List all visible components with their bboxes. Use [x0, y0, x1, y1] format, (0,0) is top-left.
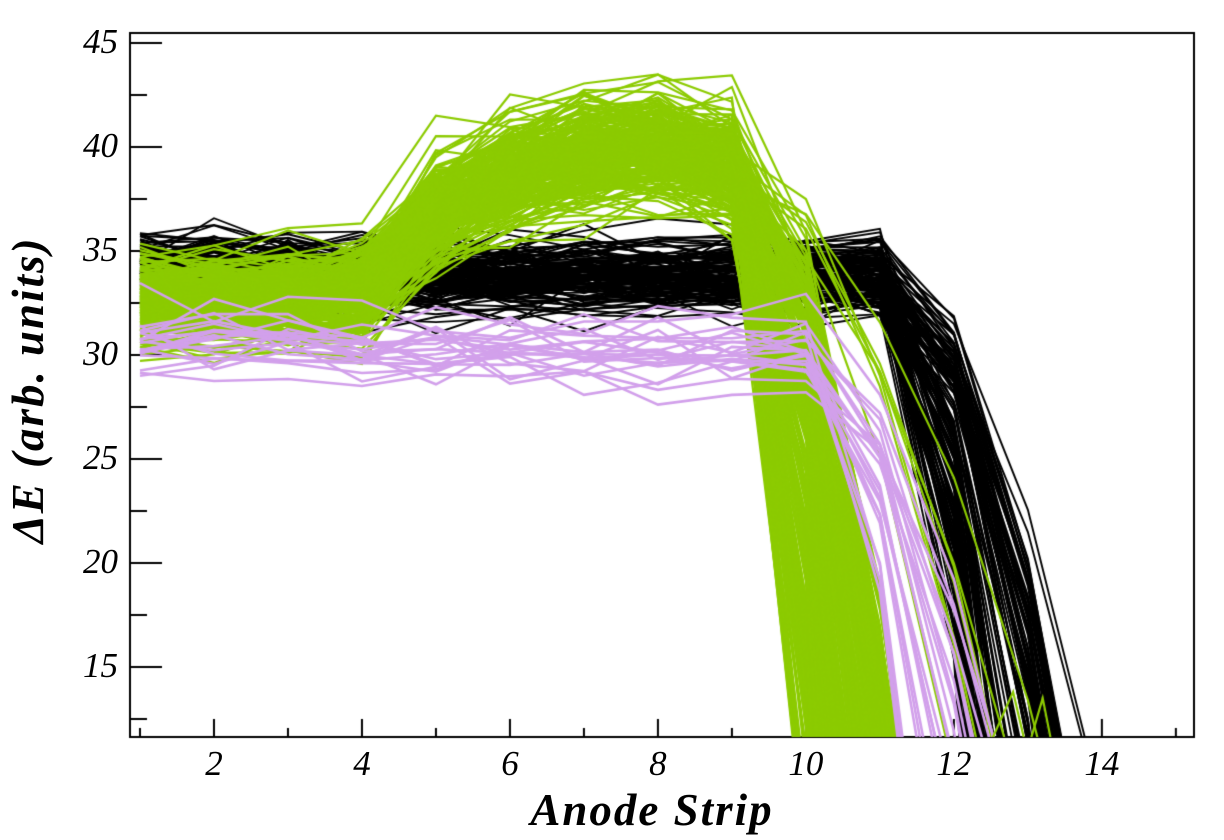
y-axis-title: ΔE (arb. units) — [3, 236, 53, 544]
y-tick-label: 25 — [83, 438, 118, 478]
y-tick-label: 35 — [83, 230, 118, 270]
x-tick-label: 4 — [353, 744, 371, 783]
x-axis-title: Anode Strip — [530, 785, 774, 835]
x-tick-label: 10 — [788, 744, 824, 783]
y-tick-label: 45 — [83, 22, 118, 62]
y-tick-label: 15 — [83, 646, 118, 686]
x-tick-label: 6 — [501, 744, 519, 783]
y-tick-label: 40 — [83, 126, 118, 166]
y-tick-label: 30 — [83, 334, 118, 374]
x-tick-label: 12 — [936, 744, 972, 783]
y-tick-label: 20 — [83, 542, 118, 582]
x-tick-label: 14 — [1084, 744, 1120, 783]
x-tick-label: 2 — [205, 744, 223, 783]
x-tick-label: 8 — [649, 744, 667, 783]
